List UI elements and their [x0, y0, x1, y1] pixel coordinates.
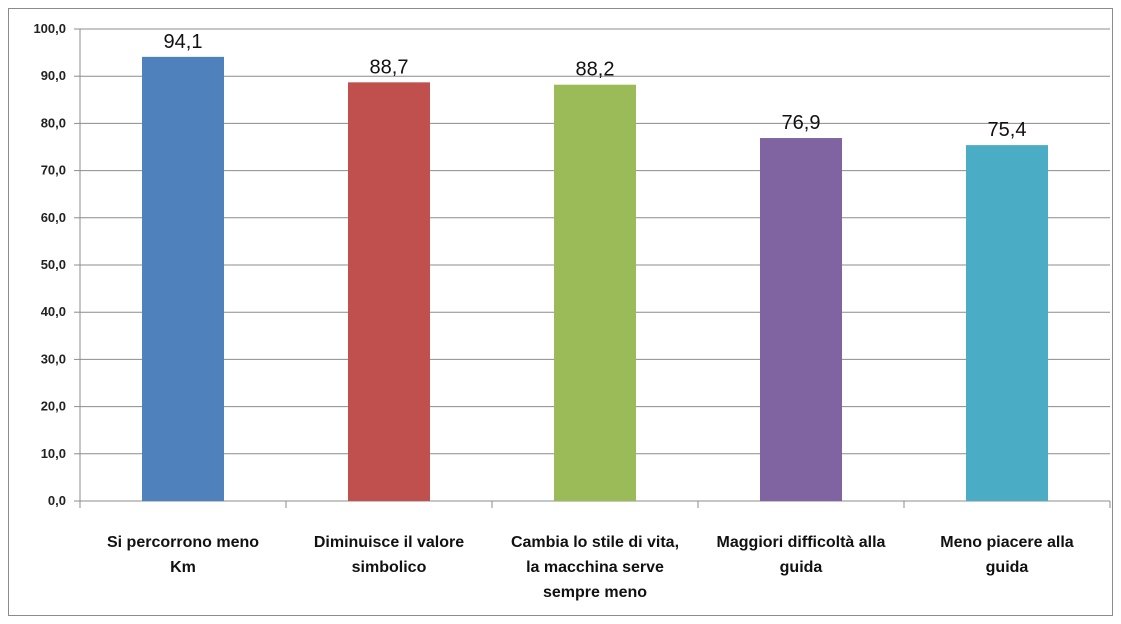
x-tick-label: Meno piacere alla guida [940, 534, 1073, 576]
data-label: 88,2 [576, 59, 615, 81]
y-tick-label: 60,0 [41, 210, 66, 225]
x-tick-label-line: la macchina serve [526, 559, 664, 576]
y-tick-label: 100,0 [33, 21, 66, 36]
x-tick-label-line: sempre meno [543, 584, 647, 601]
x-tick-label-line: Si percorrono meno [107, 534, 259, 551]
data-label: 94,1 [164, 31, 203, 53]
x-tick-label-line: Maggiori difficoltà alla [717, 534, 886, 551]
data-label: 88,7 [370, 56, 409, 78]
y-tick-label: 90,0 [41, 68, 66, 83]
y-tick-label: 40,0 [41, 304, 66, 319]
y-tick-label: 80,0 [41, 115, 66, 130]
x-tick-label-line: Km [170, 559, 196, 576]
bar [966, 145, 1048, 501]
x-tick-label-line: guida [780, 559, 823, 576]
bar [348, 82, 430, 501]
x-tick-label-line: Diminuisce il valore [314, 534, 464, 551]
y-tick-label: 70,0 [41, 163, 66, 178]
y-tick-label: 0,0 [48, 493, 66, 508]
x-tick-label-line: simbolico [352, 559, 427, 576]
y-tick-label: 20,0 [41, 399, 66, 414]
x-tick-label: Diminuisce il valore simbolico [314, 534, 464, 576]
y-tick-label: 50,0 [41, 257, 66, 272]
x-tick-label-line: guida [986, 559, 1029, 576]
bar [760, 138, 842, 502]
data-label: 76,9 [782, 112, 821, 134]
bar [554, 84, 636, 502]
y-tick-label: 10,0 [41, 446, 66, 461]
y-tick-label: 30,0 [41, 351, 66, 366]
x-tick-label-line: Meno piacere alla [940, 534, 1073, 551]
x-tick-label-line: Cambia lo stile di vita, [511, 534, 679, 551]
x-tick-label: Cambia lo stile di vita, la macchina serv… [511, 534, 679, 601]
data-label: 75,4 [988, 119, 1027, 141]
x-tick-label: Maggiori difficoltà alla guida [717, 534, 886, 576]
x-tick-label: Si percorrono meno Km [107, 534, 259, 576]
bar [142, 56, 224, 502]
